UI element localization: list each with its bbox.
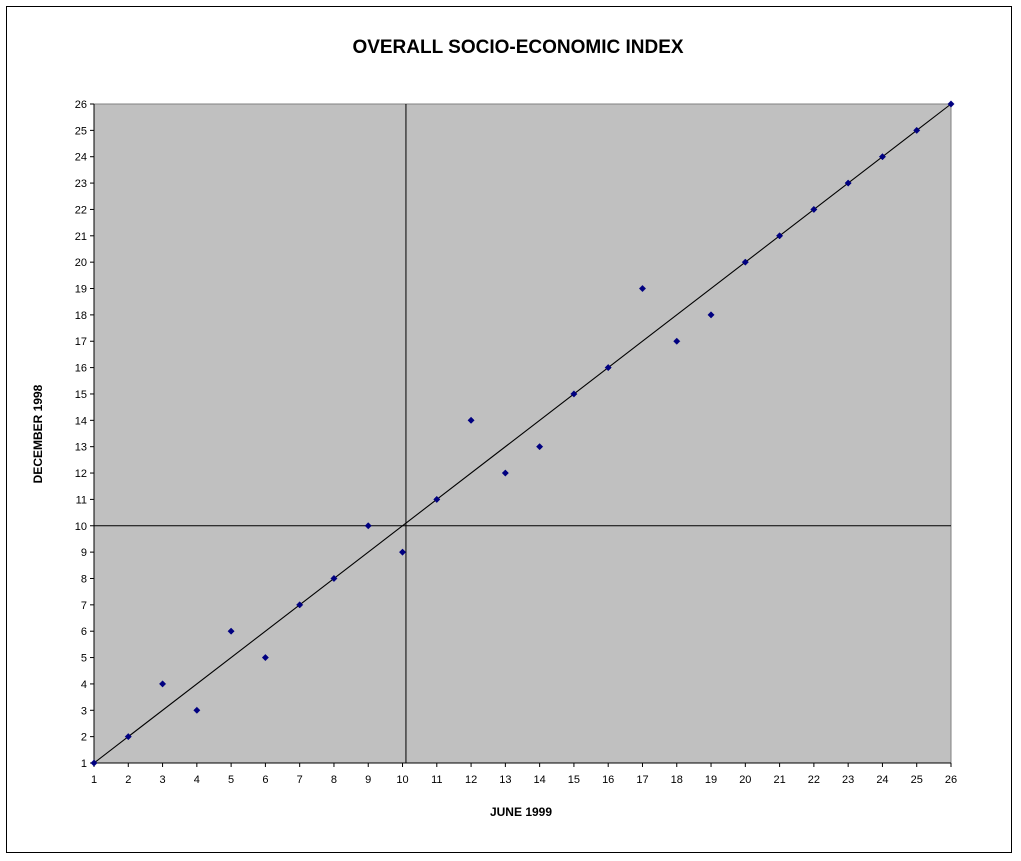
data-point (501, 469, 509, 477)
y-tick-label: 12 (75, 468, 87, 480)
y-tick-label: 2 (81, 732, 87, 744)
x-tick-label: 7 (297, 774, 303, 786)
y-tick-label: 16 (75, 363, 87, 375)
x-tick-label: 23 (842, 774, 854, 786)
x-tick-label: 17 (636, 774, 648, 786)
x-tick-label: 16 (602, 774, 614, 786)
x-axis-title: JUNE 1999 (490, 805, 552, 819)
data-point (227, 627, 235, 635)
y-tick-label: 3 (81, 705, 87, 717)
y-tick-label: 11 (76, 494, 87, 506)
y-tick-label: 20 (75, 257, 87, 269)
data-point (536, 443, 544, 451)
data-point (844, 179, 852, 187)
y-tick-label: 17 (75, 336, 87, 348)
data-point (947, 100, 955, 108)
data-point (398, 548, 407, 556)
diagonal-reference-line (93, 103, 952, 764)
y-tick-label: 13 (75, 442, 87, 454)
y-tick-label: 23 (75, 178, 87, 190)
data-point (330, 574, 338, 583)
y-tick-label: 4 (81, 679, 87, 691)
y-tick-label: 1 (81, 758, 87, 770)
y-tick-label: 14 (75, 415, 87, 427)
reference-lines (93, 103, 952, 764)
x-tick-label: 3 (159, 774, 165, 786)
x-tick-label: 4 (194, 774, 200, 786)
data-point (90, 759, 98, 767)
data-point (159, 680, 167, 688)
data-point (124, 733, 132, 741)
x-tick-label: 21 (773, 774, 785, 786)
x-tick-label: 8 (331, 774, 337, 786)
y-tick-label: 22 (75, 204, 87, 216)
y-tick-label: 26 (75, 99, 87, 111)
axis-ticks: 1 2 3 4 5 6 7 8 9 10 11 12 13 14 15 16 17 18 19 20 21 22 23 24 2… (75, 99, 957, 786)
data-point (433, 495, 441, 503)
x-tick-label: 1 (91, 774, 97, 786)
x-tick-label: 12 (465, 774, 477, 786)
x-tick-label: 18 (671, 774, 683, 786)
y-tick-label: 24 (75, 152, 87, 164)
y-tick-label: 6 (81, 626, 87, 638)
x-tick-label: 5 (228, 774, 234, 786)
data-point (810, 205, 818, 213)
y-tick-label: 7 (81, 600, 87, 612)
x-tick-label: 9 (365, 774, 371, 786)
data-point (707, 311, 715, 319)
data-point (878, 153, 886, 161)
x-tick-label: 20 (739, 774, 751, 786)
data-point (467, 416, 475, 424)
x-tick-label: 22 (808, 774, 820, 786)
x-tick-label: 13 (499, 774, 511, 786)
y-tick-label: 10 (75, 521, 87, 533)
data-points (90, 100, 955, 767)
x-tick-label: 15 (568, 774, 580, 786)
x-tick-label: 26 (945, 774, 957, 786)
data-point (913, 126, 921, 134)
y-tick-label: 18 (75, 310, 87, 322)
data-point (364, 522, 372, 530)
data-point (638, 284, 647, 293)
y-tick-label: 5 (81, 653, 87, 665)
x-tick-label: 25 (911, 774, 923, 786)
y-axis-title: DECEMBER 1998 (31, 384, 45, 483)
data-point (604, 364, 612, 372)
x-tick-label: 14 (534, 774, 546, 786)
y-tick-label: 21 (75, 231, 87, 243)
x-tick-label: 10 (396, 774, 408, 786)
data-point (673, 337, 681, 345)
x-tick-label: 19 (705, 774, 717, 786)
data-point (570, 390, 578, 398)
x-tick-label: 11 (431, 774, 442, 786)
chart-title: OVERALL SOCIO-ECONOMIC INDEX (352, 37, 683, 58)
y-tick-label: 8 (81, 573, 87, 585)
data-point (296, 601, 304, 609)
data-point (776, 232, 784, 240)
x-tick-label: 2 (125, 774, 131, 786)
y-tick-label: 9 (81, 547, 87, 559)
y-tick-label: 19 (75, 284, 87, 296)
y-tick-label: 15 (75, 389, 87, 401)
data-point (261, 654, 269, 662)
y-tick-label: 25 (75, 125, 87, 137)
data-point (193, 706, 201, 714)
x-tick-label: 6 (262, 774, 268, 786)
data-point (741, 258, 749, 266)
x-tick-label: 24 (876, 774, 888, 786)
